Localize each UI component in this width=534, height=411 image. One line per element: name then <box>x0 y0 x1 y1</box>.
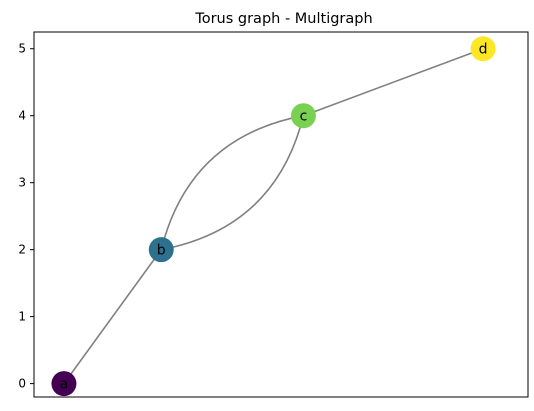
plot-frame <box>33 31 529 398</box>
nodes-layer: a b c d <box>51 36 496 397</box>
node-label: a <box>60 377 69 393</box>
node-marker <box>470 36 496 62</box>
graph-node-a: a <box>51 371 77 397</box>
graph-edge-c-d <box>303 47 484 117</box>
node-marker <box>290 103 316 129</box>
graph-node-b: b <box>148 237 174 263</box>
edges-layer <box>63 47 484 385</box>
node-marker <box>148 237 174 263</box>
node-marker <box>51 371 77 397</box>
graph-node-c: c <box>290 103 316 129</box>
y-tick-label: 2 <box>18 243 26 257</box>
y-tick-label: 3 <box>18 176 26 190</box>
y-tick-label: 0 <box>18 377 26 391</box>
graph-edge-a-b <box>63 249 162 385</box>
graph-edge-b-c <box>160 114 304 250</box>
graph-node-d: d <box>470 36 496 62</box>
node-label: b <box>157 243 166 259</box>
node-label: d <box>479 42 488 58</box>
axis-layer: 0 1 2 3 4 5 <box>18 42 34 391</box>
chart-title: Torus graph - Multigraph <box>194 11 372 27</box>
y-tick-label: 5 <box>18 42 26 56</box>
node-label: c <box>300 109 308 125</box>
y-tick-label: 1 <box>18 310 26 324</box>
graph-edge-b-c <box>161 115 305 251</box>
y-tick-label: 4 <box>18 109 26 123</box>
